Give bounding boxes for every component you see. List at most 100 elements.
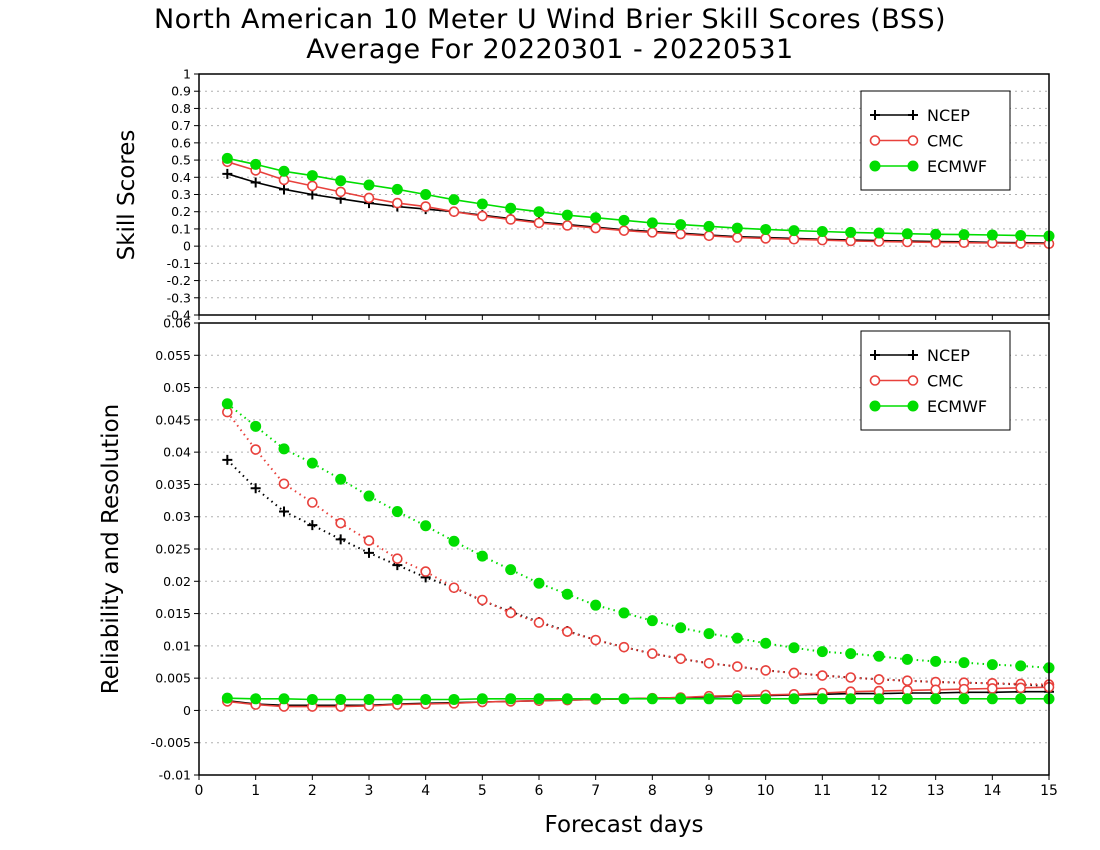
data-point (222, 454, 233, 465)
y-tick-label: 0.4 (171, 170, 191, 185)
data-point (618, 641, 630, 653)
series-line (226, 459, 1050, 687)
data-point (731, 222, 743, 234)
data-point (221, 398, 233, 410)
data-point (363, 490, 375, 502)
data-point (420, 566, 431, 577)
data-point (505, 202, 517, 214)
data-point (278, 165, 290, 177)
data-point (307, 180, 318, 192)
y-tick-label: -0.3 (167, 290, 191, 305)
data-point (250, 444, 261, 455)
y-tick-label: 0.055 (155, 348, 191, 363)
data-point (590, 599, 602, 611)
data-point (930, 655, 942, 667)
y-tick-label: 0.01 (163, 638, 191, 653)
legend-label: NCEP (927, 346, 970, 365)
chart-title-line1: North American 10 Meter U Wind Brier Ski… (153, 4, 947, 35)
data-point (476, 693, 488, 705)
data-point (816, 693, 828, 705)
y-tick-label: -0.1 (167, 256, 191, 271)
data-point (930, 684, 941, 696)
data-point (335, 175, 347, 187)
data-point (476, 550, 488, 562)
data-point (788, 225, 800, 237)
legend-marker (908, 110, 918, 120)
data-point (817, 670, 828, 681)
y-tick-label: 0.2 (171, 204, 191, 219)
y-tick-label: 0.045 (155, 412, 191, 427)
data-point (930, 693, 942, 705)
data-point (562, 626, 573, 637)
data-point (788, 693, 800, 705)
legend-label: NCEP (927, 106, 970, 125)
data-point (647, 227, 658, 238)
data-point (335, 517, 346, 529)
x-tick-label: 12 (870, 783, 888, 799)
data-point (703, 657, 715, 669)
data-point (731, 632, 743, 644)
data-point (335, 186, 346, 198)
data-point (505, 607, 516, 619)
data-point (618, 693, 630, 705)
data-point (533, 617, 545, 628)
data-point (675, 693, 687, 705)
data-point (306, 693, 318, 705)
legend-marker (869, 400, 881, 412)
data-point (703, 230, 715, 242)
y-tick-label: 0.1 (171, 221, 191, 236)
data-point (703, 220, 715, 232)
data-point (533, 577, 545, 589)
y-tick-label: 0 (183, 703, 191, 718)
data-point (363, 179, 375, 191)
data-point (335, 473, 347, 485)
data-point (760, 223, 772, 235)
data-point (392, 197, 403, 209)
data-point (618, 214, 630, 226)
y-axis-title: Reliability and Resolution (98, 404, 124, 694)
data-point (391, 506, 403, 518)
x-tick-label: 10 (757, 783, 775, 799)
data-point (1015, 229, 1027, 241)
data-point (958, 693, 970, 705)
data-point (279, 506, 289, 517)
legend-marker (907, 160, 919, 172)
x-tick-label: 15 (1040, 783, 1058, 799)
data-point (278, 478, 290, 490)
data-point (250, 158, 262, 170)
y-axis-title: Skill Scores (114, 130, 140, 261)
panel-2: -0.01 -0.005 0 0.005 0.01 0.015 0.02 0.025 0.03 0… (98, 316, 1058, 800)
data-point (902, 675, 913, 687)
y-tick-label: -0.01 (159, 768, 191, 783)
y-tick-label: 0 (183, 239, 191, 254)
x-tick-label: 1 (251, 783, 260, 799)
legend-marker (907, 375, 919, 386)
data-point (1015, 660, 1027, 672)
data-point (391, 183, 403, 195)
data-point (448, 206, 460, 218)
x-tick-label: 11 (813, 783, 831, 799)
y-tick-label: 0.8 (171, 101, 191, 116)
data-point (1015, 682, 1026, 694)
data-point (420, 189, 432, 200)
data-point (505, 564, 517, 576)
y-tick-label: 0.9 (171, 84, 191, 99)
data-point (675, 228, 686, 240)
data-point (250, 177, 261, 188)
data-point (477, 594, 488, 606)
data-point (448, 535, 460, 547)
data-point (816, 226, 828, 238)
data-point (221, 152, 233, 164)
x-tick-label: 8 (648, 783, 657, 799)
y-tick-label: 0.005 (155, 671, 191, 686)
chart-title-line2: Average For 20220301 - 20220531 (306, 34, 794, 65)
legend-marker (870, 350, 880, 360)
y-tick-label: 0.03 (163, 509, 191, 524)
x-tick-label: 2 (308, 783, 317, 799)
legend-marker (907, 135, 919, 146)
legend: NCEP CMC ECMWF (860, 330, 1011, 431)
data-point (250, 483, 261, 494)
legend-marker (869, 375, 881, 386)
y-tick-label: 1 (183, 67, 191, 82)
